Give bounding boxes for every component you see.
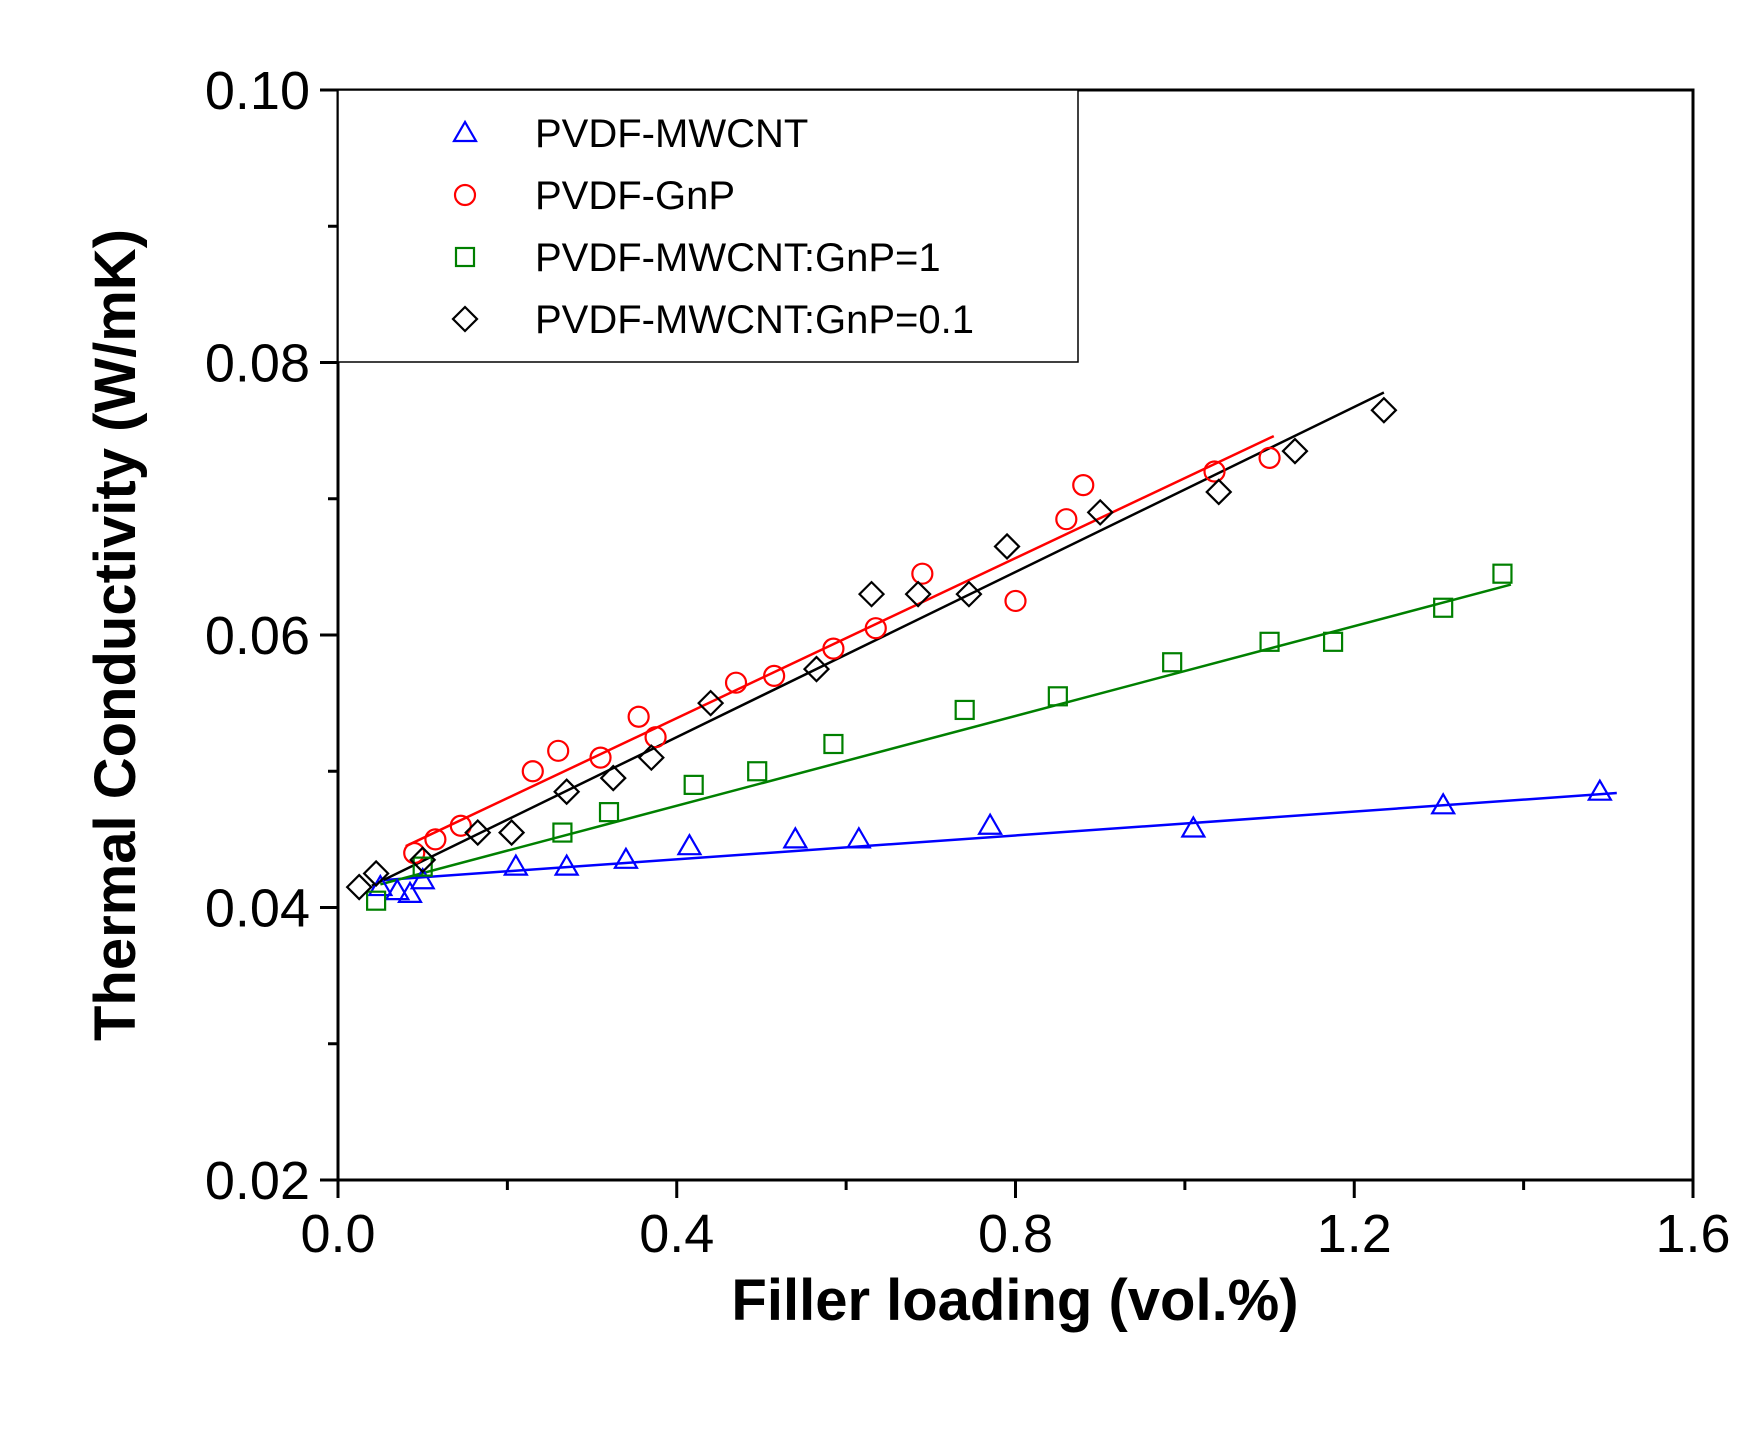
series-2-point bbox=[822, 637, 845, 660]
series-3-fit-line bbox=[380, 583, 1512, 886]
series-3-point bbox=[412, 856, 433, 877]
series-3-point bbox=[366, 890, 387, 911]
legend-marker-1 bbox=[452, 119, 478, 143]
legend-label-2: PVDF-GnP bbox=[535, 174, 735, 218]
series-3-point bbox=[1492, 563, 1513, 584]
y-tick-label: 0.08 bbox=[205, 334, 310, 394]
series-1-point bbox=[977, 812, 1004, 835]
series-1-point bbox=[613, 846, 639, 869]
legend-label-4: PVDF-MWCNT:GnP=0.1 bbox=[535, 298, 974, 342]
legend-label-3: PVDF-MWCNT:GnP=1 bbox=[535, 236, 941, 280]
data-points bbox=[345, 396, 1613, 911]
series-1-point bbox=[782, 826, 809, 849]
y-tick-label: 0.02 bbox=[205, 1151, 310, 1211]
series-2-point bbox=[1258, 446, 1281, 469]
legend: PVDF-MWCNT PVDF-GnP PVDF-MWCNT:GnP=1 PVDF-M… bbox=[337, 89, 1079, 363]
legend-marker-2 bbox=[453, 183, 477, 207]
legend-marker-4 bbox=[451, 305, 479, 333]
series-2-point bbox=[911, 562, 934, 585]
x-tick-label: 0.0 bbox=[300, 1204, 375, 1264]
x-tick-label: 0.4 bbox=[639, 1204, 714, 1264]
series-2-point bbox=[864, 617, 887, 640]
series-4-point bbox=[553, 778, 581, 806]
series-4-point bbox=[904, 580, 932, 608]
axis-tick-labels: 0.0 0.4 0.8 1.2 1.6 0.02 0.04 0.06 0.08 0.10 bbox=[205, 61, 1731, 1264]
series-1-point bbox=[553, 853, 580, 876]
series-2-point bbox=[1004, 589, 1027, 613]
series-2-point bbox=[521, 760, 544, 783]
series-1-point bbox=[1586, 778, 1613, 801]
series-2-point bbox=[1203, 460, 1226, 483]
series-1-point bbox=[397, 880, 423, 903]
series-1-point bbox=[845, 826, 872, 849]
series-3-point bbox=[1259, 631, 1280, 652]
y-axis-title: Thermal Conductivity (W/mK) bbox=[83, 229, 148, 1041]
series-4-point bbox=[857, 580, 886, 608]
x-tick-label: 0.8 bbox=[978, 1204, 1053, 1264]
series-1-point bbox=[502, 853, 529, 876]
series-4-point bbox=[802, 655, 831, 683]
series-4-point bbox=[464, 819, 492, 847]
series-3-point bbox=[1433, 597, 1454, 618]
series-2-point bbox=[547, 739, 570, 762]
series-4-point bbox=[409, 846, 437, 874]
series-3-point bbox=[1047, 686, 1068, 707]
legend-label-1: PVDF-MWCNT bbox=[535, 112, 808, 156]
series-4-point bbox=[697, 689, 725, 717]
series-1-point bbox=[409, 867, 436, 890]
series-4-point bbox=[498, 819, 526, 847]
legend-marker-3 bbox=[454, 246, 476, 268]
y-tick-label: 0.10 bbox=[205, 61, 310, 121]
series-2-point bbox=[644, 726, 667, 749]
series-3-point bbox=[747, 761, 768, 782]
series-4-point bbox=[955, 580, 983, 608]
series-1-point bbox=[1180, 815, 1207, 838]
legend-box bbox=[337, 89, 1079, 363]
fit-lines bbox=[371, 391, 1617, 887]
series-4-point bbox=[637, 744, 665, 772]
series-2-point bbox=[627, 705, 650, 728]
series-2-point bbox=[1055, 508, 1078, 531]
series-3-point bbox=[683, 774, 704, 795]
x-tick-label: 1.2 bbox=[1317, 1204, 1392, 1264]
series-2-point bbox=[589, 746, 612, 769]
series-2-point bbox=[1072, 474, 1095, 497]
series-3-point bbox=[598, 802, 620, 823]
series-3-point bbox=[1162, 652, 1183, 673]
series-1-fit-line bbox=[380, 791, 1617, 882]
y-tick-label: 0.04 bbox=[205, 879, 310, 939]
series-4-fit-line bbox=[371, 391, 1385, 887]
series-4-point bbox=[1205, 478, 1233, 506]
series-4-point bbox=[345, 873, 373, 901]
series-2-point bbox=[449, 814, 472, 837]
series-3-point bbox=[552, 822, 573, 843]
series-4-point bbox=[362, 859, 390, 887]
series-1-point bbox=[676, 832, 703, 856]
series-1-point bbox=[384, 877, 411, 901]
series-4-point bbox=[599, 764, 627, 792]
series-4-point bbox=[1370, 396, 1398, 424]
series-3-point bbox=[823, 733, 844, 755]
y-tick-label: 0.06 bbox=[205, 606, 310, 666]
series-1-point bbox=[1430, 792, 1457, 815]
series-2-point bbox=[763, 664, 786, 687]
series-2-point bbox=[724, 671, 748, 694]
x-axis-title: Filler loading (vol.%) bbox=[731, 1268, 1298, 1333]
series-3-point bbox=[954, 699, 975, 721]
axis-ticks bbox=[320, 88, 1695, 1198]
series-2-point bbox=[424, 828, 447, 851]
series-4-point bbox=[1281, 437, 1309, 465]
series-4-point bbox=[993, 532, 1021, 560]
x-tick-label: 1.6 bbox=[1655, 1204, 1730, 1264]
series-3-point bbox=[1322, 631, 1344, 652]
series-4-point bbox=[1086, 498, 1114, 526]
